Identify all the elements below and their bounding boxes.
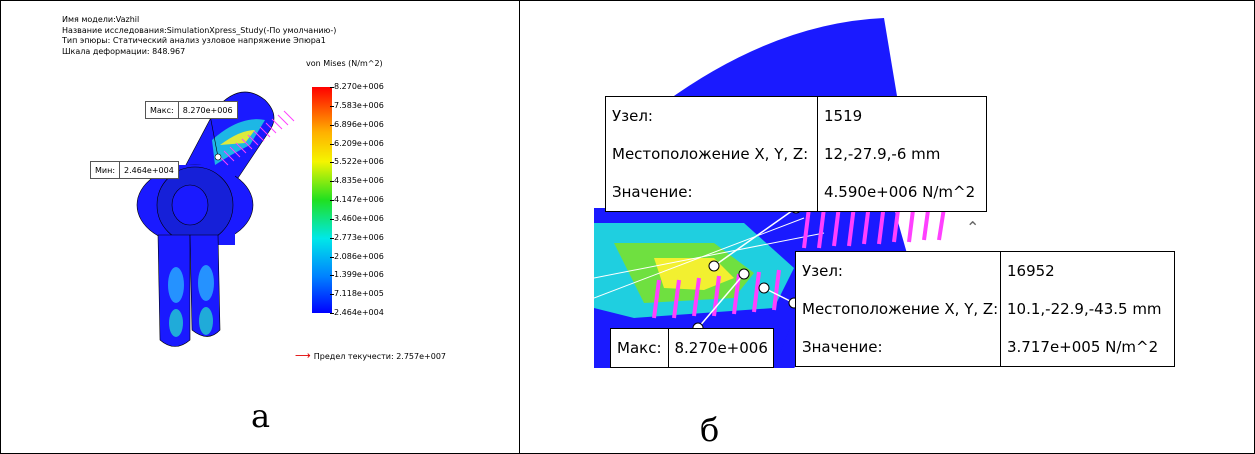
min-probe-a: Мин: 2.464e+004 <box>90 161 179 179</box>
svg-text:⌃: ⌃ <box>966 218 979 237</box>
legend-tick-label: 3.460e+006 <box>330 213 384 223</box>
legend-tick-label: 2.773e+006 <box>330 232 384 242</box>
table-row: Значение: 3.717e+005 N/m^2 <box>796 328 1174 366</box>
legend-tick-label: 2.464e+004 <box>330 308 384 317</box>
model-info: Имя модели:Vazhil Название исследования:… <box>62 15 336 57</box>
legend-tick-label: 7.118e+005 <box>330 289 384 299</box>
panel-b: ⌃ Узел: 1519 Местоположение X, Y, Z: 12,… <box>520 0 1255 454</box>
node-label: Узел: <box>606 97 818 135</box>
legend-tick-label: 2.086e+006 <box>330 251 384 261</box>
panel-divider <box>519 0 520 454</box>
stress-plot-model <box>136 91 295 347</box>
table-row: Узел: 16952 <box>796 252 1174 290</box>
max-probe-a: Макс: 8.270e+006 <box>145 101 238 119</box>
legend-tick-label: 6.209e+006 <box>330 138 384 148</box>
max-probe-b: Макс: 8.270e+006 <box>610 328 774 368</box>
node-info-table-1: Узел: 1519 Местоположение X, Y, Z: 12,-2… <box>605 96 987 212</box>
yield-arrow-icon: ⟶ <box>295 349 311 362</box>
legend-tick-label: 6.896e+006 <box>330 119 384 129</box>
value-value: 4.590e+006 N/m^2 <box>824 183 976 201</box>
legend-tick-label: 5.522e+006 <box>330 157 384 167</box>
node-value: 1519 <box>824 107 863 125</box>
info-model-name: Имя модели:Vazhil <box>62 15 140 24</box>
info-deformation-scale: Шкала деформации: 848.967 <box>62 46 186 56</box>
location-value: 10.1,-22.9,-43.5 mm <box>1007 300 1162 318</box>
value-label: Значение: <box>606 173 818 211</box>
table-row: Узел: 1519 <box>606 97 986 135</box>
legend-tick-label: 1.399e+006 <box>330 270 384 280</box>
value-value: 3.717e+005 N/m^2 <box>1007 338 1159 356</box>
caption-a: а <box>251 397 271 435</box>
yield-strength: ⟶ Предел текучести: 2.757e+007 <box>295 349 446 362</box>
max-probe-label: Макс: <box>150 105 174 115</box>
legend-tick-label: 7.583e+006 <box>330 100 384 110</box>
table-row: Значение: 4.590e+006 N/m^2 <box>606 173 986 211</box>
location-label: Местоположение X, Y, Z: <box>796 290 1001 328</box>
panel-a: Имя модели:Vazhil Название исследования:… <box>0 0 519 454</box>
color-legend-bar <box>312 87 332 313</box>
max-probe-value: 8.270e+006 <box>177 102 237 118</box>
location-label: Местоположение X, Y, Z: <box>606 135 818 173</box>
value-label: Значение: <box>796 328 1001 366</box>
node-value: 16952 <box>1007 262 1055 280</box>
legend-title: von Mises (N/m^2) <box>306 59 383 68</box>
location-value: 12,-27.9,-6 mm <box>824 145 941 163</box>
max-probe-label: Макс: <box>611 329 669 367</box>
table-row: Местоположение X, Y, Z: 12,-27.9,-6 mm <box>606 135 986 173</box>
node-label: Узел: <box>796 252 1001 290</box>
min-probe-label: Мин: <box>95 165 116 175</box>
legend-tick-label: 4.147e+006 <box>330 195 384 204</box>
yield-text: Предел текучести: 2.757e+007 <box>313 352 446 361</box>
legend-tick-label: 4.835e+006 <box>330 176 384 186</box>
caption-b: б <box>700 411 720 449</box>
table-row: Местоположение X, Y, Z: 10.1,-22.9,-43.5… <box>796 290 1174 328</box>
legend-tick-label: 8.270e+006 <box>330 82 384 91</box>
node-info-table-2: Узел: 16952 Местоположение X, Y, Z: 10.1… <box>795 251 1175 367</box>
min-probe-value: 2.464e+004 <box>119 162 178 178</box>
info-study-name: Название исследования:SimulationXpress_S… <box>62 25 337 35</box>
max-probe-value: 8.270e+006 <box>674 339 768 357</box>
info-plot-type: Тип эпюры: Статический анализ узловое на… <box>62 36 326 45</box>
